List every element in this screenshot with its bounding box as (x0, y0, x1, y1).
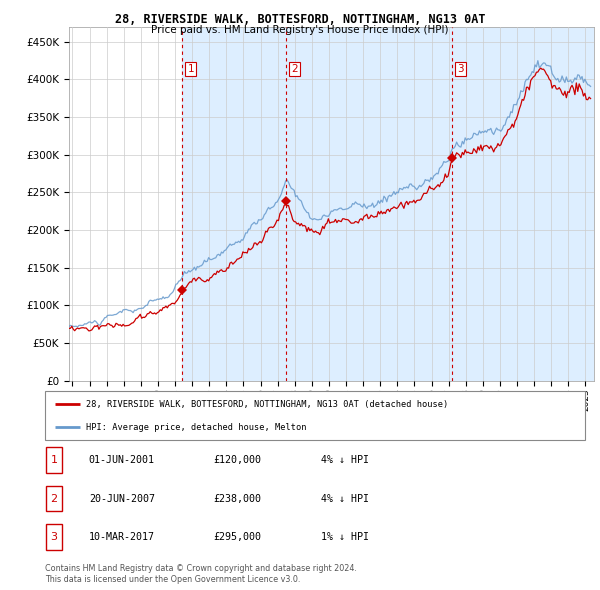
Text: 01-JUN-2001: 01-JUN-2001 (89, 455, 155, 465)
Text: 10-MAR-2017: 10-MAR-2017 (89, 532, 155, 542)
Text: Price paid vs. HM Land Registry's House Price Index (HPI): Price paid vs. HM Land Registry's House … (151, 25, 449, 35)
Text: 3: 3 (457, 64, 464, 74)
Text: 28, RIVERSIDE WALK, BOTTESFORD, NOTTINGHAM, NG13 0AT: 28, RIVERSIDE WALK, BOTTESFORD, NOTTINGH… (115, 13, 485, 26)
Text: Contains HM Land Registry data © Crown copyright and database right 2024.: Contains HM Land Registry data © Crown c… (45, 565, 357, 573)
Bar (452, 27, 594, 381)
Text: 1: 1 (187, 64, 194, 74)
Text: HPI: Average price, detached house, Melton: HPI: Average price, detached house, Melt… (86, 423, 306, 432)
Text: 20-JUN-2007: 20-JUN-2007 (89, 494, 155, 503)
Text: £120,000: £120,000 (213, 455, 261, 465)
Text: 28, RIVERSIDE WALK, BOTTESFORD, NOTTINGHAM, NG13 0AT (detached house): 28, RIVERSIDE WALK, BOTTESFORD, NOTTINGH… (86, 400, 448, 409)
Text: 4% ↓ HPI: 4% ↓ HPI (321, 455, 369, 465)
Text: 1% ↓ HPI: 1% ↓ HPI (321, 532, 369, 542)
Bar (286, 27, 452, 381)
Text: 4% ↓ HPI: 4% ↓ HPI (321, 494, 369, 503)
Text: 2: 2 (50, 494, 58, 503)
Text: £295,000: £295,000 (213, 532, 261, 542)
Text: 2: 2 (291, 64, 298, 74)
Text: 1: 1 (50, 455, 58, 465)
Text: £238,000: £238,000 (213, 494, 261, 503)
Bar (182, 27, 286, 381)
Text: This data is licensed under the Open Government Licence v3.0.: This data is licensed under the Open Gov… (45, 575, 301, 584)
Text: 3: 3 (50, 532, 58, 542)
